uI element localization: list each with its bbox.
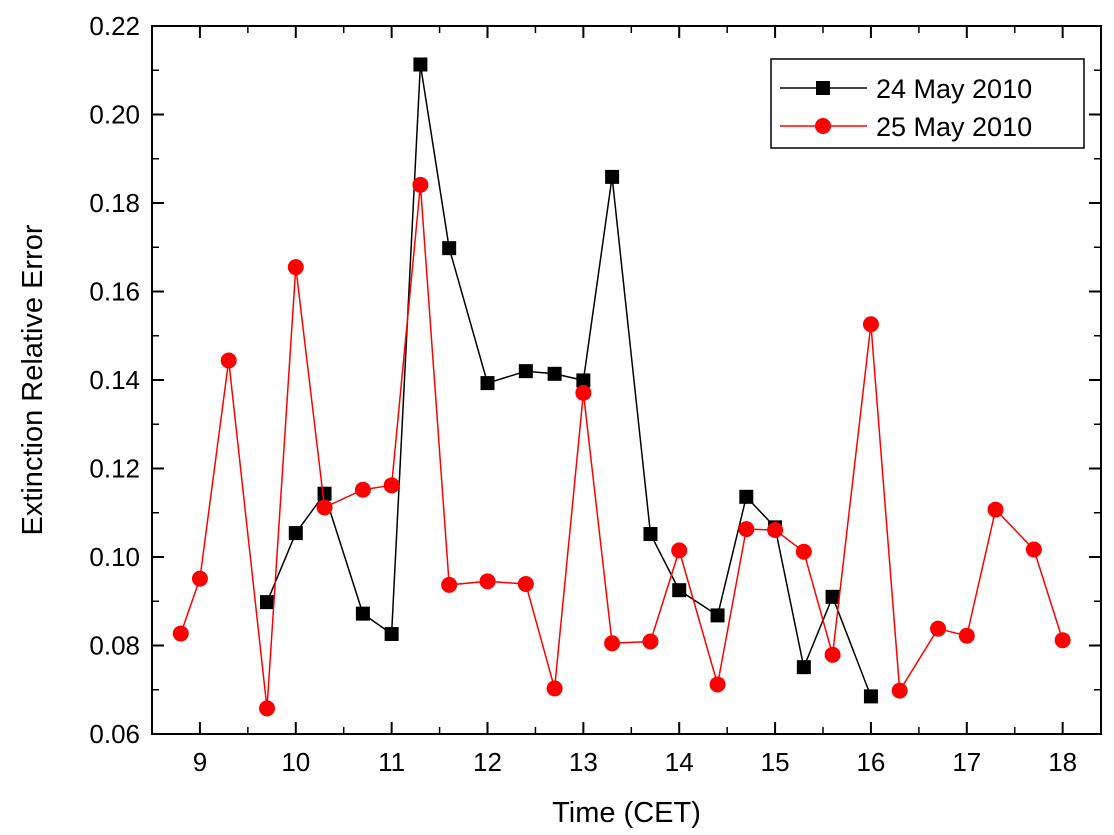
data-point-24-may-2010 [355, 606, 370, 621]
data-point-24-may-2010 [384, 626, 399, 641]
data-point-25-may-2010 [824, 646, 841, 663]
data-point-25-may-2010 [287, 259, 304, 276]
data-point-24-may-2010 [605, 169, 620, 184]
x-tick-label: 9 [193, 747, 207, 777]
data-point-24-may-2010 [442, 241, 457, 256]
data-point-25-may-2010 [517, 575, 534, 592]
data-point-24-may-2010 [710, 608, 725, 623]
y-tick-label: 0.20 [89, 100, 140, 130]
y-tick-label: 0.16 [89, 277, 140, 307]
y-axis: 0.06 0.08 0.10 0.12 0.14 0.16 0.18 0.20 0.22 [89, 11, 1101, 749]
x-axis: 9 10 11 12 13 14 15 16 17 18 [193, 26, 1077, 777]
data-point-25-may-2010 [479, 573, 496, 590]
y-tick-label: 0.12 [89, 454, 140, 484]
data-point-24-may-2010 [672, 583, 687, 598]
data-point-25-may-2010 [316, 499, 333, 516]
data-point-25-may-2010 [259, 700, 276, 717]
legend: 24 May 2010 25 May 2010 [770, 58, 1085, 149]
series-line-24-may-2010 [266, 64, 872, 697]
data-point-24-may-2010 [260, 595, 275, 610]
data-point-25-may-2010 [546, 680, 563, 697]
data-point-25-may-2010 [172, 625, 189, 642]
data-point-25-may-2010 [412, 176, 429, 193]
data-point-24-may-2010 [576, 373, 591, 388]
data-point-25-may-2010 [1054, 632, 1071, 649]
legend-marker-square [816, 81, 830, 95]
data-point-24-may-2010 [643, 526, 658, 541]
x-tick-label: 12 [473, 747, 502, 777]
data-point-24-may-2010 [317, 486, 332, 501]
data-point-25-may-2010 [354, 481, 371, 498]
y-tick-label: 0.14 [89, 365, 140, 395]
x-tick-label: 10 [281, 747, 310, 777]
data-point-25-may-2010 [862, 316, 879, 333]
x-tick-label: 18 [1048, 747, 1077, 777]
data-point-25-may-2010 [767, 522, 784, 539]
x-axis-title: Time (CET) [552, 797, 701, 829]
y-tick-label: 0.06 [89, 719, 140, 749]
data-point-25-may-2010 [958, 627, 975, 644]
data-point-24-may-2010 [739, 489, 754, 504]
x-tick-label: 16 [856, 747, 885, 777]
data-point-25-may-2010 [383, 477, 400, 494]
data-point-24-may-2010 [796, 660, 811, 675]
data-point-25-may-2010 [220, 352, 237, 369]
legend-label-25-may-2010: 25 May 2010 [876, 112, 1032, 142]
y-tick-label: 0.10 [89, 542, 140, 572]
data-point-25-may-2010 [441, 576, 458, 593]
data-point-25-may-2010 [709, 676, 726, 693]
data-point-24-may-2010 [825, 589, 840, 604]
data-point-24-may-2010 [863, 689, 878, 704]
x-tick-label: 14 [665, 747, 694, 777]
data-point-25-may-2010 [191, 570, 208, 587]
data-point-25-may-2010 [987, 501, 1004, 518]
x-tick-label: 13 [569, 747, 598, 777]
plot-area [172, 57, 1071, 717]
data-point-24-may-2010 [288, 526, 303, 541]
data-point-24-may-2010 [547, 366, 562, 381]
y-axis-title: Extinction Relative Error [17, 224, 49, 535]
data-point-25-may-2010 [795, 543, 812, 560]
data-point-24-may-2010 [518, 364, 533, 379]
data-point-25-may-2010 [1025, 541, 1042, 558]
data-point-25-may-2010 [930, 620, 947, 637]
legend-label-24-may-2010: 24 May 2010 [876, 74, 1032, 104]
y-tick-label: 0.22 [89, 11, 140, 41]
data-point-25-may-2010 [891, 682, 908, 699]
data-point-24-may-2010 [413, 57, 428, 72]
x-tick-label: 15 [761, 747, 790, 777]
x-tick-label: 11 [378, 747, 405, 777]
data-point-25-may-2010 [738, 521, 755, 538]
x-tick-label: 17 [952, 747, 981, 777]
data-point-24-may-2010 [480, 376, 495, 391]
y-tick-label: 0.08 [89, 631, 140, 661]
data-point-25-may-2010 [642, 633, 659, 650]
data-point-25-may-2010 [604, 635, 621, 652]
legend-marker-circle [815, 118, 831, 134]
y-tick-label: 0.18 [89, 188, 140, 218]
data-point-25-may-2010 [575, 384, 592, 401]
data-point-25-may-2010 [671, 542, 688, 559]
